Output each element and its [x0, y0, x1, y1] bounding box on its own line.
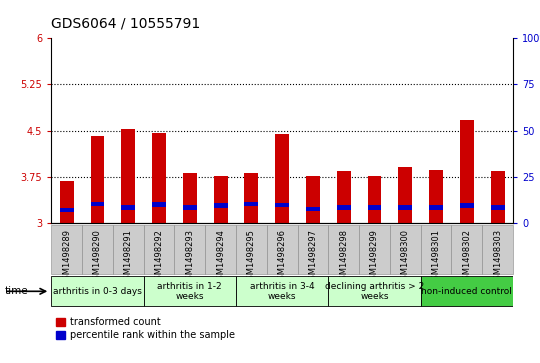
Bar	[152, 132, 166, 223]
Bar	[267, 225, 298, 274]
Bar	[152, 202, 166, 207]
Bar	[491, 205, 504, 210]
Bar	[60, 208, 73, 212]
Bar	[60, 181, 73, 223]
Text: non-induced control: non-induced control	[421, 287, 512, 296]
Bar	[328, 277, 421, 306]
Bar	[451, 225, 482, 274]
Bar	[429, 170, 443, 223]
Bar	[421, 277, 513, 306]
Bar	[399, 205, 412, 210]
Bar	[460, 119, 474, 223]
Bar	[298, 225, 328, 274]
Bar	[359, 225, 390, 274]
Bar	[368, 176, 381, 223]
Text: GSM1498297: GSM1498297	[308, 229, 318, 285]
Bar	[214, 176, 227, 223]
Text: GSM1498292: GSM1498292	[154, 229, 164, 285]
Text: GSM1498301: GSM1498301	[431, 229, 441, 285]
Bar	[236, 225, 267, 274]
Bar	[245, 202, 258, 206]
Bar	[482, 225, 513, 274]
Text: GSM1498298: GSM1498298	[339, 229, 348, 285]
Text: arthritis in 3-4
weeks: arthritis in 3-4 weeks	[250, 282, 314, 301]
Text: GSM1498302: GSM1498302	[462, 229, 471, 285]
Bar	[183, 173, 197, 223]
Bar	[399, 167, 412, 223]
Bar	[51, 277, 144, 306]
Bar	[82, 225, 113, 274]
Bar	[337, 205, 350, 210]
Bar	[122, 130, 135, 223]
Bar	[122, 205, 135, 210]
Text: arthritis in 1-2
weeks: arthritis in 1-2 weeks	[158, 282, 222, 301]
Text: GSM1498290: GSM1498290	[93, 229, 102, 285]
Text: GSM1498299: GSM1498299	[370, 229, 379, 285]
Text: declining arthritis > 2
weeks: declining arthritis > 2 weeks	[325, 282, 424, 301]
Bar	[275, 134, 289, 223]
Text: GSM1498289: GSM1498289	[62, 229, 71, 285]
Bar	[174, 225, 205, 274]
Bar	[337, 171, 350, 223]
Text: GSM1498303: GSM1498303	[493, 229, 502, 285]
Bar	[491, 171, 504, 223]
Bar	[429, 205, 443, 210]
Text: GSM1498300: GSM1498300	[401, 229, 410, 285]
Bar	[91, 136, 104, 223]
Bar	[144, 277, 236, 306]
Text: GSM1498296: GSM1498296	[278, 229, 287, 285]
Bar	[421, 225, 451, 274]
Bar	[51, 225, 82, 274]
Bar	[306, 207, 320, 211]
Text: arthritis in 0-3 days: arthritis in 0-3 days	[53, 287, 142, 296]
Bar	[183, 205, 197, 210]
Bar	[91, 202, 104, 206]
Text: GSM1498291: GSM1498291	[124, 229, 133, 285]
Bar	[306, 176, 320, 223]
Bar	[214, 204, 227, 208]
Bar	[368, 205, 381, 210]
Text: GDS6064 / 10555791: GDS6064 / 10555791	[51, 17, 200, 31]
Bar	[113, 225, 144, 274]
Bar	[275, 203, 289, 207]
Bar	[245, 173, 258, 223]
Bar	[460, 204, 474, 208]
Bar	[144, 225, 174, 274]
Text: time: time	[4, 286, 28, 297]
Text: GSM1498295: GSM1498295	[247, 229, 256, 285]
Bar	[390, 225, 421, 274]
Legend: transformed count, percentile rank within the sample: transformed count, percentile rank withi…	[56, 317, 235, 340]
Text: GSM1498293: GSM1498293	[185, 229, 194, 285]
Bar	[236, 277, 328, 306]
Bar	[205, 225, 236, 274]
Bar	[328, 225, 359, 274]
Text: GSM1498294: GSM1498294	[216, 229, 225, 285]
